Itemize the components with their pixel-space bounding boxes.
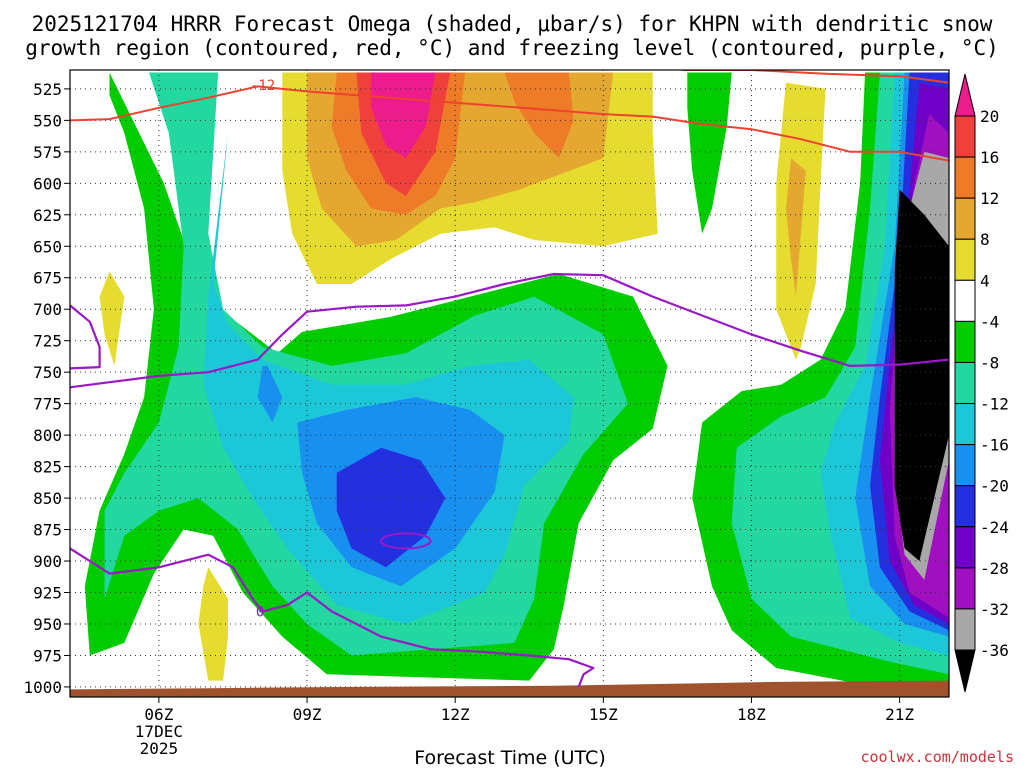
colorbar-label-4: 4: [980, 271, 990, 290]
x-tick-label-09Z: 09Z: [293, 705, 322, 724]
omega-region--36-15: [894, 189, 949, 561]
colorbar-swatch-9: [954, 485, 976, 528]
x-tick-label-21Z: 21Z: [885, 705, 914, 724]
colorbar-swatch-2: [954, 197, 976, 240]
x-tick-label-18Z: 18Z: [737, 705, 766, 724]
colorbar-label--16: -16: [980, 436, 1009, 455]
y-tick-label-625: 625: [33, 206, 62, 225]
colorbar-swatch-5: [954, 320, 976, 363]
colorbar-label--32: -32: [980, 600, 1009, 619]
y-tick-label-725: 725: [33, 332, 62, 351]
omega-region--4-1: [687, 72, 732, 234]
colorbar-swatch-4: [954, 279, 976, 322]
colorbar-label--28: -28: [980, 559, 1009, 578]
omega-region--16-8: [257, 365, 283, 423]
colorbar-swatch-6: [954, 361, 976, 405]
colorbar-label--36: -36: [980, 641, 1009, 660]
colorbar-swatch-8: [954, 444, 976, 487]
plot-area: -12 0: [70, 70, 949, 697]
colorbar-swatch-3: [954, 238, 976, 281]
y-tick-label-650: 650: [33, 237, 62, 256]
y-tick-label-575: 575: [33, 143, 62, 162]
omega-region-12-23: [504, 72, 574, 159]
colorbar-swatch-1: [954, 156, 976, 199]
colorbar-label--4: -4: [980, 312, 999, 331]
x-tick-sublabel-06Z-1: 2025: [140, 739, 179, 758]
freezing-level-loop: [380, 532, 432, 550]
omega-region--20-10: [336, 447, 446, 568]
colorbar: 20 16 12 8 4 -4 -8 -12 -16 -20 -24 -28 -32 -36: [954, 73, 1009, 693]
colorbar-swatch-11: [954, 567, 976, 610]
y-tick-label-900: 900: [33, 552, 62, 571]
colorbar-label--8: -8: [980, 353, 999, 372]
colorbar-swatch-7: [954, 403, 976, 446]
y-tick-label-950: 950: [33, 615, 62, 634]
freezing-level-line-lower: [70, 547, 595, 688]
y-tick-label-750: 750: [33, 363, 62, 382]
x-axis-label: Forecast Time (UTC): [414, 747, 605, 768]
y-tick-label-825: 825: [33, 458, 62, 477]
colorbar-swatch-top: [954, 73, 976, 117]
x-tick-label-15Z: 15Z: [589, 705, 618, 724]
chart-title-line-1: 2025121704 HRRR Forecast Omega (shaded, …: [32, 12, 993, 36]
plot-frame: [69, 69, 950, 698]
y-tick-label-675: 675: [33, 269, 62, 288]
x-tick-label-06Z: 06Z: [144, 705, 173, 724]
y-tick-label-700: 700: [33, 300, 62, 319]
colorbar-swatch-0: [954, 115, 976, 158]
omega-region-4-19: [198, 567, 228, 681]
y-tick-label-800: 800: [33, 426, 62, 445]
y-tick-label-875: 875: [33, 521, 62, 540]
colorbar-label-12: 12: [980, 189, 999, 208]
y-tick-label-550: 550: [33, 111, 62, 130]
colorbar-swatch-10: [954, 526, 976, 569]
colorbar-label--24: -24: [980, 518, 1009, 537]
omega-region-20-25: [371, 72, 436, 159]
chart-title-line-2: growth region (contoured, red, °C) and f…: [25, 36, 999, 60]
dendritic-contour-label: -12: [250, 78, 275, 94]
y-tick-label-850: 850: [33, 489, 62, 508]
colorbar-label-20: 20: [980, 107, 999, 126]
y-tick-label-975: 975: [33, 646, 62, 665]
credit-text: coolwx.com/models: [860, 748, 1014, 766]
axes: 525 550 575 600 625 650 675 700 725 750 775 800 825 8…: [23, 69, 950, 758]
colorbar-label-16: 16: [980, 148, 999, 167]
freezing-level-line-upper: [70, 272, 949, 389]
colorbar-swatch-bottom: [954, 649, 976, 693]
freezing-level-label: 0: [256, 604, 264, 620]
omega-region-8-21: [786, 158, 806, 297]
x-tick-label-12Z: 12Z: [441, 705, 470, 724]
y-tick-label-925: 925: [33, 584, 62, 603]
colorbar-label--20: -20: [980, 477, 1009, 496]
y-tick-label-525: 525: [33, 80, 62, 99]
terrain-fill: [70, 680, 949, 697]
y-tick-label-1000: 1000: [23, 678, 62, 697]
y-tick-label-600: 600: [33, 174, 62, 193]
dendritic-contour-line-secondary: [682, 70, 949, 84]
freezing-level-line-upper-hook: [70, 304, 101, 370]
omega-region-4-18: [99, 271, 125, 366]
y-tick-label-775: 775: [33, 395, 62, 414]
dendritic-contour-line: [70, 85, 949, 162]
x-tick-sublabel-06Z-0: 17DEC: [135, 722, 183, 741]
colorbar-swatch-12: [954, 608, 976, 651]
colorbar-label--12: -12: [980, 395, 1009, 414]
colorbar-label-8: 8: [980, 230, 990, 249]
